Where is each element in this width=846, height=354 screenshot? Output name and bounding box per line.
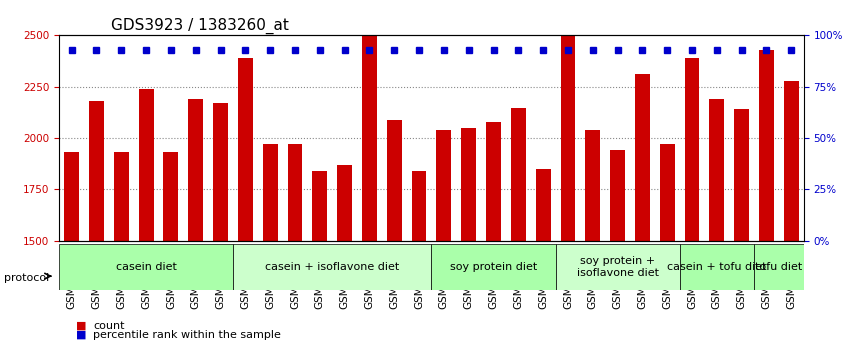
Bar [387, 120, 402, 354]
Bar [189, 99, 203, 354]
Text: soy protein +
isoflavone diet: soy protein + isoflavone diet [577, 256, 658, 278]
Text: soy protein diet: soy protein diet [450, 262, 537, 272]
Text: percentile rank within the sample: percentile rank within the sample [93, 330, 281, 339]
Bar [338, 165, 352, 354]
Bar [684, 58, 700, 354]
Bar [213, 103, 228, 354]
FancyBboxPatch shape [431, 244, 556, 290]
Bar [536, 169, 551, 354]
FancyBboxPatch shape [679, 244, 754, 290]
Bar [412, 171, 426, 354]
FancyBboxPatch shape [556, 244, 679, 290]
Bar [585, 130, 600, 354]
Bar [89, 101, 104, 354]
Bar [114, 153, 129, 354]
FancyBboxPatch shape [233, 244, 431, 290]
Text: protocol: protocol [4, 273, 49, 283]
Text: tofu diet: tofu diet [755, 262, 803, 272]
Bar [263, 144, 277, 354]
Bar [734, 109, 749, 354]
FancyBboxPatch shape [59, 244, 233, 290]
Bar [64, 153, 79, 354]
Bar [437, 130, 451, 354]
FancyBboxPatch shape [754, 244, 804, 290]
Bar [635, 74, 650, 354]
Bar [610, 150, 625, 354]
Text: ■: ■ [76, 321, 86, 331]
Bar [660, 144, 674, 354]
Text: casein + isoflavone diet: casein + isoflavone diet [265, 262, 399, 272]
Bar [561, 35, 575, 354]
Bar [784, 81, 799, 354]
Text: casein + tofu diet: casein + tofu diet [667, 262, 766, 272]
Bar [486, 122, 501, 354]
Bar [362, 33, 376, 354]
Bar [312, 171, 327, 354]
Bar [759, 50, 774, 354]
Bar [163, 153, 179, 354]
Text: casein diet: casein diet [116, 262, 177, 272]
Bar [461, 128, 476, 354]
Bar [139, 89, 153, 354]
Text: count: count [93, 321, 124, 331]
Bar [288, 144, 302, 354]
Bar [238, 58, 253, 354]
Text: ■: ■ [76, 330, 86, 339]
Bar [710, 99, 724, 354]
Text: GDS3923 / 1383260_at: GDS3923 / 1383260_at [112, 18, 289, 34]
Bar [511, 108, 525, 354]
